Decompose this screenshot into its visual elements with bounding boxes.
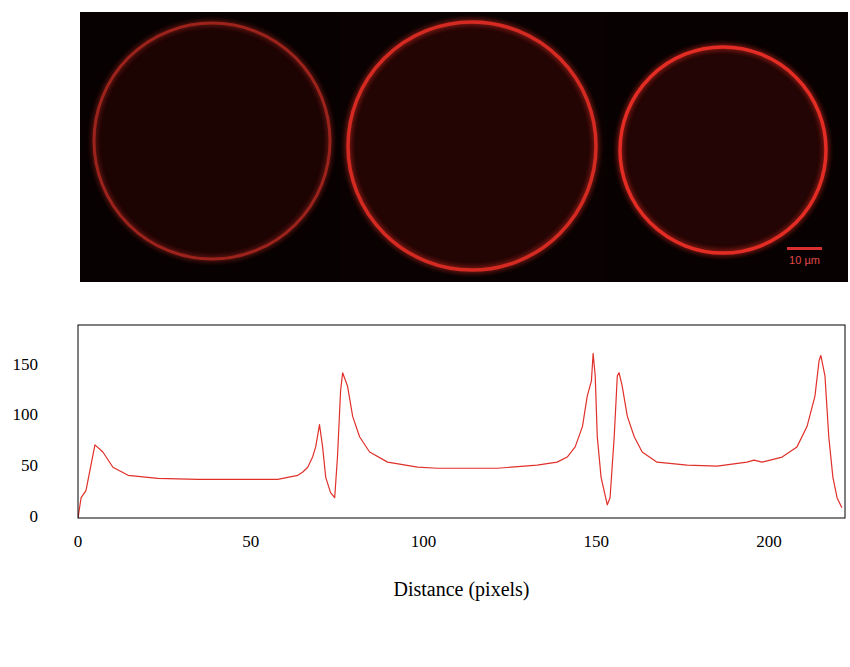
scale-bar: [787, 247, 822, 250]
micrograph-panel: [340, 12, 606, 282]
y-tick-label: 0: [30, 507, 39, 526]
vesicle-membrane: [348, 22, 596, 270]
x-tick-label: 100: [411, 532, 437, 551]
figure: 10 µm 0 50 100 150 0 50 100 150 200 Distance (pixe…: [0, 0, 850, 667]
vesicle-glow: [348, 22, 596, 270]
y-tick-label: 50: [21, 456, 38, 475]
vesicle-membrane: [94, 23, 330, 259]
plot-frame: [78, 325, 845, 518]
scale-bar-label: 10 µm: [789, 254, 820, 266]
vesicle-interior: [620, 47, 826, 253]
x-tick-label: 150: [583, 532, 609, 551]
vesicle-interior: [348, 22, 596, 270]
micrograph-background: [80, 12, 848, 282]
vesicle-glow: [620, 47, 826, 253]
plot-area: [78, 353, 842, 518]
x-tick-label: 200: [756, 532, 782, 551]
x-tick-label: 0: [74, 532, 83, 551]
y-tick-label: 150: [13, 355, 39, 374]
y-tick-label: 100: [13, 405, 39, 424]
vesicle-membrane: [620, 47, 826, 253]
x-axis-title: Distance (pixels): [393, 578, 529, 601]
profile-line: [78, 353, 842, 518]
vesicle-interior: [94, 23, 330, 259]
x-tick-label: 50: [242, 532, 259, 551]
vesicle-glow: [94, 23, 330, 259]
